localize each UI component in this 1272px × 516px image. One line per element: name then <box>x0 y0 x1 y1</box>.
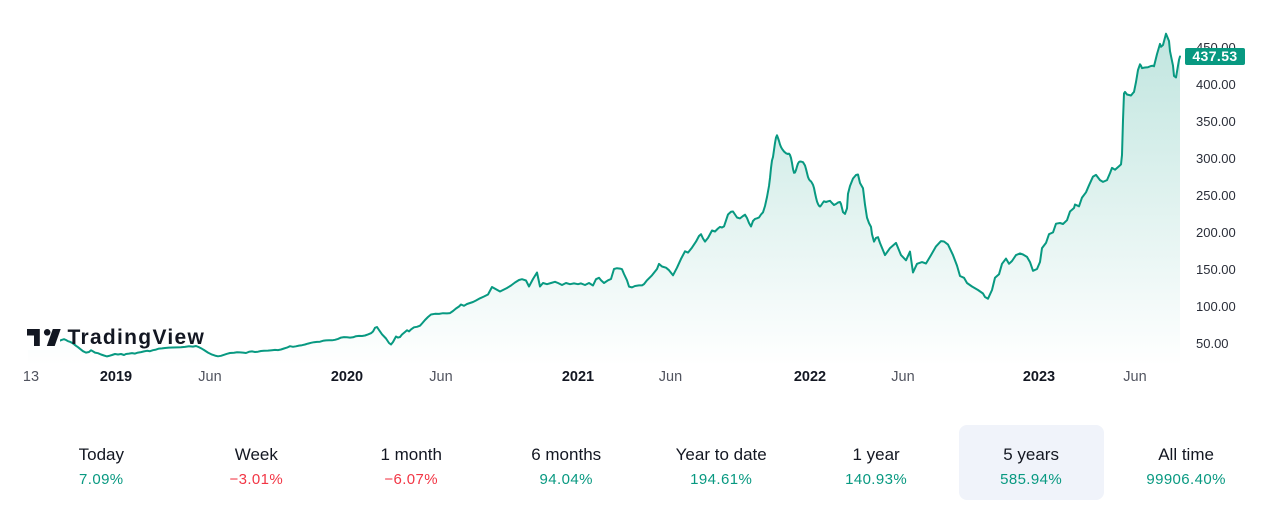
svg-text:TradingView: TradingView <box>68 328 206 349</box>
